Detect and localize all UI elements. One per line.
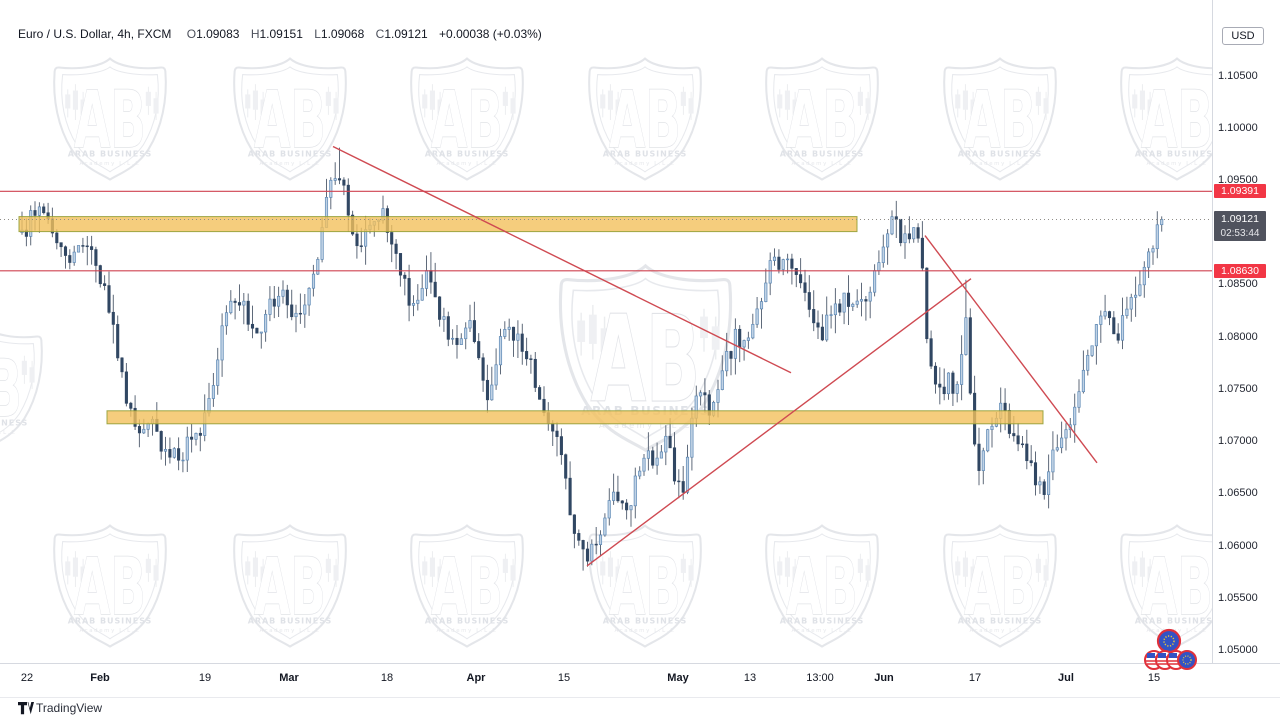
time-axis-label: 22	[20, 672, 34, 684]
price-axis-separator	[1212, 0, 1213, 663]
us-flag-icons[interactable]	[1144, 650, 1197, 670]
candlestick-series[interactable]	[20, 147, 1164, 571]
price-axis-label: 1.09500	[1218, 173, 1258, 186]
time-axis-label: 19	[198, 672, 212, 684]
symbol-legend[interactable]: Euro / U.S. Dollar, 4h, FXCM O1.09083 H1…	[18, 27, 542, 41]
price-axis-label: 1.08000	[1218, 330, 1258, 343]
open-value: 1.09083	[196, 27, 240, 41]
time-axis-label: 13:00	[806, 672, 834, 684]
bar-countdown: 02:53:44	[1220, 227, 1260, 239]
price-axis-label: 1.08500	[1218, 278, 1258, 291]
high-label: H	[250, 27, 260, 41]
price-axis-label: 1.10000	[1218, 121, 1258, 134]
price-axis-label: 1.10500	[1218, 69, 1258, 82]
symbol-title[interactable]: Euro / U.S. Dollar, 4h, FXCM	[18, 27, 172, 41]
time-axis-label: 15	[1147, 672, 1161, 684]
resistance-price-tag: 1.09391	[1214, 184, 1266, 199]
trendlines[interactable]	[332, 145, 1098, 567]
time-axis-label: 18	[380, 672, 394, 684]
price-axis[interactable]: USD 1.105001.100001.095001.090001.085001…	[1213, 0, 1280, 663]
chart-plot-area[interactable]: AB ARAB BUSINESS Academy L.L.C Euro / U.…	[0, 0, 1212, 670]
low-label: L	[314, 27, 321, 41]
eu-flag-icon-small[interactable]	[1177, 650, 1197, 670]
eu-flag-icon[interactable]	[1156, 628, 1182, 654]
low-value: 1.09068	[320, 27, 365, 41]
time-axis-label: Feb	[90, 672, 110, 684]
time-axis-label: May	[667, 672, 689, 684]
footer-bar: TradingView	[0, 698, 1280, 720]
price-axis-label: 1.05500	[1218, 591, 1258, 604]
time-axis-label: Jul	[1058, 672, 1074, 684]
time-axis-label: 13	[743, 672, 757, 684]
time-axis[interactable]: 22 Feb 19 Mar 18 Apr 15 May 13 13:00 Jun 17 Jul 15	[0, 664, 1280, 697]
time-axis-label: 17	[968, 672, 982, 684]
time-axis-label: 15	[557, 672, 571, 684]
price-axis-label: 1.06000	[1218, 539, 1258, 552]
currency-button[interactable]: USD	[1222, 27, 1264, 45]
supply-demand-zones[interactable]	[18, 216, 1044, 425]
horizontal-price-lines[interactable]	[0, 190, 1212, 272]
price-axis-label: 1.06500	[1218, 487, 1258, 500]
tradingview-brand[interactable]: TradingView	[36, 701, 103, 715]
footer-separator	[0, 697, 1280, 698]
time-axis-label: Apr	[466, 672, 486, 684]
tradingview-logo-icon[interactable]	[18, 702, 34, 715]
change-value: +0.00038 (+0.03%)	[439, 27, 542, 41]
price-axis-label: 1.05000	[1218, 643, 1258, 656]
support-price-tag: 1.08630	[1214, 263, 1266, 278]
time-axis-label: Jun	[874, 672, 894, 684]
close-value: 1.09121	[384, 27, 428, 41]
flag-avatar-icons[interactable]	[1142, 625, 1202, 675]
last-price-value: 1.09121	[1221, 212, 1259, 225]
price-axis-label: 1.07500	[1218, 382, 1258, 395]
open-label: O	[186, 27, 197, 41]
close-label: C	[375, 27, 385, 41]
last-price-tag: 1.09121 02:53:44	[1214, 210, 1266, 241]
high-value: 1.09151	[259, 27, 303, 41]
time-axis-separator	[0, 663, 1280, 664]
time-axis-label: Mar	[279, 672, 299, 684]
candlestick-chart[interactable]	[0, 0, 1212, 663]
price-axis-label: 1.07000	[1218, 435, 1258, 448]
